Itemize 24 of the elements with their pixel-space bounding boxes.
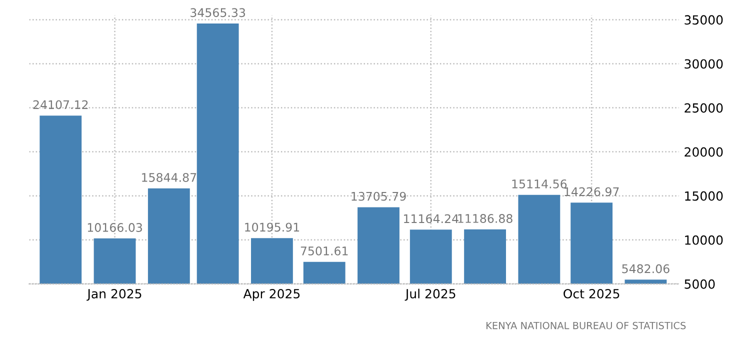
- x-tick-label: Oct 2025: [564, 288, 620, 298]
- y-tick-label: 15000: [685, 191, 723, 201]
- y-tick-label: 5000: [684, 279, 715, 289]
- data-label: 15114.56: [512, 179, 567, 188]
- data-label: 5482.06: [622, 264, 670, 274]
- data-label: 11186.88: [458, 214, 512, 223]
- x-tick-label: Apr 2025: [243, 288, 300, 301]
- y-tick-label: 25000: [684, 103, 723, 113]
- x-tick-label: Jan 2025: [86, 288, 142, 301]
- data-label: 34565.33: [190, 8, 246, 18]
- data-label: 10166.03: [88, 223, 142, 232]
- data-label: 15844.87: [142, 173, 196, 182]
- y-tick-label: 35000: [684, 15, 723, 25]
- y-tick-label: 20000: [684, 147, 723, 157]
- data-label: 10195.91: [245, 222, 300, 232]
- y-tick-label: 10000: [685, 235, 723, 245]
- data-label: 13705.79: [352, 192, 406, 201]
- data-label: 14226.97: [564, 187, 619, 196]
- data-label: 7501.61: [300, 246, 348, 256]
- text: KENYA NATIONAL BUREAU OF STATISTICS: [486, 322, 686, 330]
- y-tick-label: 30000: [684, 59, 723, 69]
- data-label: 11164.24: [404, 214, 458, 224]
- x-tick-label: Jul 2025: [404, 288, 456, 301]
- data-label: 24107.12: [33, 100, 88, 110]
